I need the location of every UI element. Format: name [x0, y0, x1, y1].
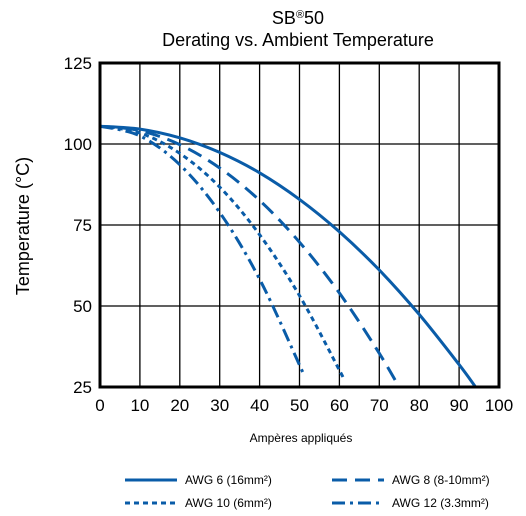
chart-title-suffix: 50	[304, 8, 324, 28]
legend-label: AWG 12 (3.3mm²)	[392, 496, 489, 510]
legend-label: AWG 8 (8-10mm²)	[392, 473, 490, 487]
y-tick-label: 25	[73, 378, 92, 397]
y-tick-label: 125	[64, 54, 92, 73]
series-line	[100, 126, 479, 392]
series-line	[100, 126, 407, 401]
x-tick-label: 10	[130, 396, 149, 415]
x-axis-title: Ampères appliqués	[250, 431, 353, 445]
legend: AWG 6 (16mm²) AWG 8 (8-10mm²) AWG 10 (6mm²…	[125, 473, 490, 510]
chart-title: SB®50	[272, 8, 324, 28]
legend-label: AWG 10 (6mm²)	[185, 496, 272, 510]
y-tick-label: 100	[64, 135, 92, 154]
x-tick-label: 70	[370, 396, 389, 415]
x-tick-label: 30	[210, 396, 229, 415]
x-tick-label: 90	[450, 396, 469, 415]
y-tick-label: 50	[73, 297, 92, 316]
x-tick-label: 0	[95, 396, 104, 415]
chart-title-superscript: ®	[296, 9, 304, 21]
legend-label: AWG 6 (16mm²)	[185, 473, 272, 487]
y-tick-label: 75	[73, 216, 92, 235]
x-tick-label: 80	[410, 396, 429, 415]
x-tick-label: 50	[290, 396, 309, 415]
y-axis-title: Temperature (°C)	[13, 157, 33, 295]
series-line	[100, 126, 344, 379]
x-tick-label: 20	[170, 396, 189, 415]
series-lines	[100, 126, 479, 401]
chart-subtitle: Derating vs. Ambient Temperature	[162, 30, 434, 50]
x-tick-label: 60	[330, 396, 349, 415]
series-line	[100, 126, 304, 375]
x-tick-label: 40	[250, 396, 269, 415]
x-tick-label: 100	[485, 396, 513, 415]
tick-labels: 0 10 20 30 40 50 60 70 80 90 100 25 50 75 100 125	[64, 54, 514, 415]
